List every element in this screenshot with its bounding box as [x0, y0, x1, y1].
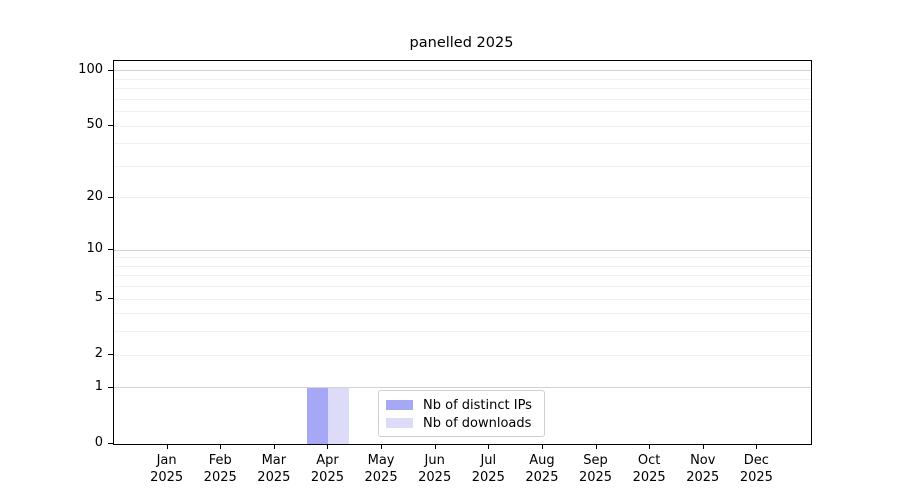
- x-tick-label: Sep 2025: [578, 453, 613, 485]
- minor-gridline: [114, 257, 811, 259]
- x-tick-mark: [649, 444, 651, 449]
- y-tick-mark: [108, 249, 113, 251]
- x-tick-mark: [595, 444, 597, 449]
- minor-gridline: [114, 78, 811, 80]
- y-tick-label: 50: [86, 117, 103, 133]
- y-tick-mark: [108, 386, 113, 388]
- x-tick-mark: [488, 444, 490, 449]
- x-tick-label: Oct 2025: [632, 453, 666, 485]
- legend-item-downloads: Nb of downloads: [386, 414, 536, 432]
- x-tick-label: Nov 2025: [686, 453, 720, 485]
- downloads-swatch-icon: [386, 418, 413, 428]
- x-tick-mark: [541, 444, 543, 449]
- x-tick-mark: [273, 444, 275, 449]
- minor-gridline: [114, 197, 811, 199]
- x-tick-mark: [702, 444, 704, 449]
- y-tick-label: 5: [94, 290, 103, 306]
- minor-gridline: [114, 98, 811, 100]
- bar-downloads: [328, 387, 350, 444]
- minor-gridline: [114, 265, 811, 267]
- minor-gridline: [114, 286, 811, 288]
- y-tick-label: 20: [86, 188, 103, 204]
- x-tick-label: Dec 2025: [739, 453, 773, 485]
- y-tick-mark: [108, 196, 113, 198]
- x-tick-mark: [434, 444, 436, 449]
- y-tick-mark: [108, 443, 113, 444]
- legend: Nb of distinct IPs Nb of downloads: [378, 390, 545, 437]
- minor-gridline: [114, 111, 811, 113]
- minor-gridline: [114, 165, 811, 167]
- distinct-ips-swatch-icon: [386, 400, 413, 410]
- x-tick-label: Jan 2025: [150, 453, 184, 485]
- y-tick-mark: [108, 354, 113, 356]
- minor-gridline: [114, 331, 811, 333]
- bar-distinct-ips: [307, 387, 329, 444]
- minor-gridline: [114, 143, 811, 145]
- legend-item-distinct-ips: Nb of distinct IPs: [386, 396, 536, 414]
- x-tick-label: Mar 2025: [257, 453, 291, 485]
- minor-gridline: [114, 125, 811, 127]
- y-tick-label: 2: [94, 346, 103, 362]
- x-tick-label: Apr 2025: [310, 453, 344, 485]
- legend-label: Nb of downloads: [423, 415, 532, 431]
- x-tick-label: Jun 2025: [418, 453, 452, 485]
- x-tick-label: May 2025: [364, 453, 398, 485]
- major-gridline: [114, 70, 811, 72]
- legend-label: Nb of distinct IPs: [423, 397, 532, 413]
- y-tick-mark: [108, 125, 113, 127]
- y-tick-label: 100: [78, 61, 103, 77]
- x-tick-mark: [220, 444, 222, 449]
- y-tick-label: 0: [94, 435, 103, 450]
- minor-gridline: [114, 354, 811, 356]
- y-tick-label: 1: [94, 378, 103, 394]
- x-tick-label: Feb 2025: [203, 453, 237, 485]
- y-tick-mark: [108, 69, 113, 71]
- minor-gridline: [114, 313, 811, 315]
- y-tick-label: 10: [86, 241, 103, 257]
- major-gridline: [114, 387, 811, 389]
- x-tick-mark: [756, 444, 758, 449]
- x-tick-mark: [166, 444, 168, 449]
- x-tick-mark: [381, 444, 383, 449]
- x-tick-label: Aug 2025: [525, 453, 559, 485]
- y-tick-mark: [108, 298, 113, 300]
- x-tick-label: Jul 2025: [471, 453, 505, 485]
- minor-gridline: [114, 275, 811, 277]
- plot-area: [113, 60, 812, 445]
- x-tick-mark: [327, 444, 329, 449]
- major-gridline: [114, 249, 811, 251]
- minor-gridline: [114, 298, 811, 300]
- minor-gridline: [114, 88, 811, 90]
- chart-title: panelled 2025: [409, 35, 514, 51]
